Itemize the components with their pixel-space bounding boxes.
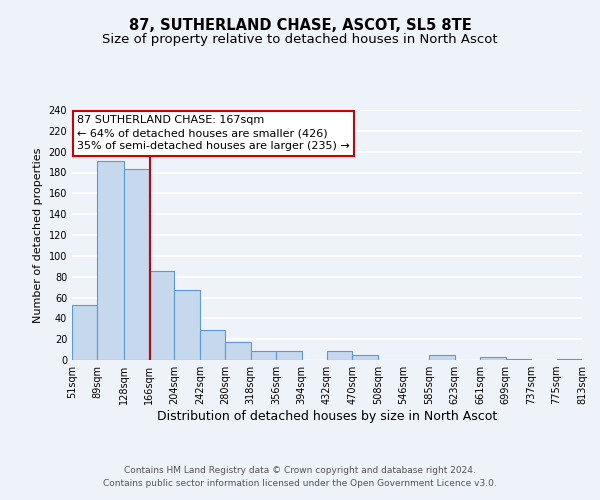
Y-axis label: Number of detached properties: Number of detached properties [33, 148, 43, 322]
Bar [175, 290, 200, 360]
Bar [149, 272, 175, 360]
Bar [124, 170, 149, 360]
Bar [480, 357, 506, 360]
Bar [72, 305, 97, 360]
Bar [327, 350, 352, 360]
Text: 87 SUTHERLAND CHASE: 167sqm
← 64% of detached houses are smaller (426)
35% of se: 87 SUTHERLAND CHASE: 167sqm ← 64% of det… [77, 115, 350, 152]
Bar [352, 355, 378, 360]
Bar [225, 342, 251, 360]
Text: Size of property relative to detached houses in North Ascot: Size of property relative to detached ho… [102, 32, 498, 46]
Bar [506, 359, 531, 360]
Bar [276, 350, 302, 360]
Bar [200, 330, 225, 360]
Bar [557, 359, 582, 360]
Bar [251, 350, 276, 360]
Bar [97, 161, 124, 360]
X-axis label: Distribution of detached houses by size in North Ascot: Distribution of detached houses by size … [157, 410, 497, 423]
Bar [430, 355, 455, 360]
Text: Contains HM Land Registry data © Crown copyright and database right 2024.
Contai: Contains HM Land Registry data © Crown c… [103, 466, 497, 487]
Text: 87, SUTHERLAND CHASE, ASCOT, SL5 8TE: 87, SUTHERLAND CHASE, ASCOT, SL5 8TE [128, 18, 472, 32]
